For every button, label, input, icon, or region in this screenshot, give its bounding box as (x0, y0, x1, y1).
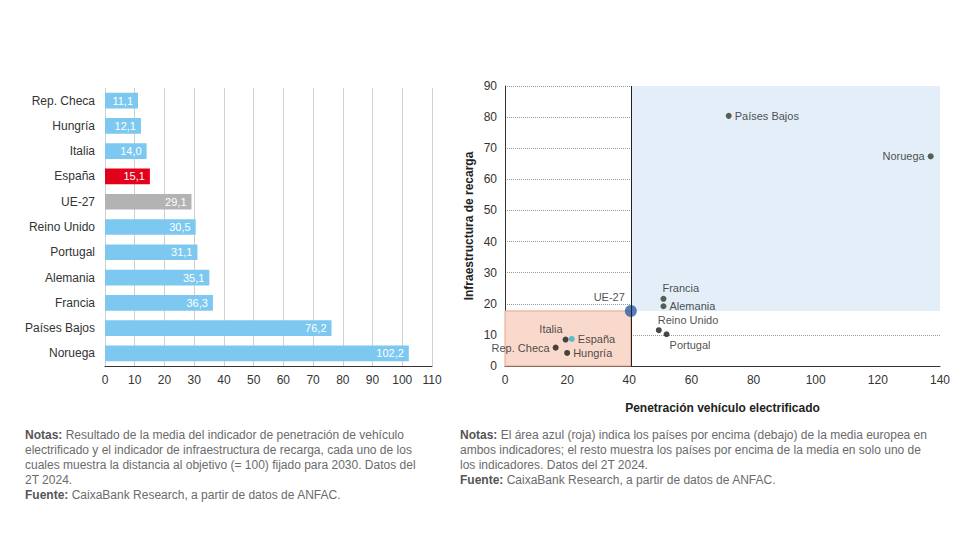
svg-text:36,3: 36,3 (186, 297, 207, 309)
svg-text:Noruega: Noruega (882, 150, 925, 162)
svg-text:0: 0 (490, 359, 497, 373)
svg-text:Países Bajos: Países Bajos (735, 110, 800, 122)
svg-text:30: 30 (188, 373, 202, 387)
svg-text:0: 0 (502, 373, 509, 387)
svg-text:12,1: 12,1 (115, 120, 136, 132)
svg-text:Alemania: Alemania (45, 271, 95, 285)
svg-text:Infraestructura de recarga: Infraestructura de recarga (462, 151, 476, 300)
svg-text:20: 20 (560, 373, 574, 387)
svg-text:Italia: Italia (539, 323, 563, 335)
html-text:Fuente: CaixaBank Research, a: Fuente: CaixaBank Research, a partir de … (25, 488, 341, 502)
svg-text:Rep. Checa: Rep. Checa (32, 94, 96, 108)
svg-text:120: 120 (868, 373, 888, 387)
svg-text:50: 50 (247, 373, 261, 387)
svg-text:Francia: Francia (55, 296, 95, 310)
svg-text:11,1: 11,1 (112, 95, 133, 107)
svg-text:60: 60 (484, 172, 498, 186)
svg-text:UE-27: UE-27 (594, 291, 625, 303)
svg-text:Reino Unido: Reino Unido (29, 220, 95, 234)
svg-text:110: 110 (422, 373, 441, 387)
html-text:Notas: Resultado de la media d: Notas: Resultado de la media del indicad… (25, 428, 416, 487)
svg-text:Noruega: Noruega (49, 346, 95, 360)
svg-text:60: 60 (277, 373, 291, 387)
svg-text:90: 90 (484, 79, 498, 93)
svg-text:70: 70 (306, 373, 320, 387)
svg-text:80: 80 (484, 110, 498, 124)
svg-text:Portugal: Portugal (670, 339, 711, 351)
svg-text:40: 40 (623, 373, 637, 387)
svg-text:102,2: 102,2 (376, 347, 404, 359)
svg-text:140: 140 (930, 373, 950, 387)
svg-text:UE-27: UE-27 (61, 195, 95, 209)
svg-text:35,1: 35,1 (183, 272, 204, 284)
svg-text:Penetración vehículo electrifi: Penetración vehículo electrificado (625, 401, 820, 415)
svg-text:100: 100 (806, 373, 826, 387)
svg-text:Reino Unido: Reino Unido (658, 314, 719, 326)
svg-text:40: 40 (484, 235, 498, 249)
svg-text:20: 20 (484, 297, 498, 311)
svg-text:80: 80 (336, 373, 350, 387)
svg-text:20: 20 (158, 373, 172, 387)
svg-text:60: 60 (685, 373, 699, 387)
svg-text:100: 100 (392, 373, 412, 387)
svg-text:31,1: 31,1 (171, 246, 192, 258)
svg-text:70: 70 (484, 141, 498, 155)
svg-text:14,0: 14,0 (120, 145, 141, 157)
svg-text:Alemania: Alemania (669, 300, 716, 312)
svg-text:30,5: 30,5 (169, 221, 190, 233)
svg-text:España: España (578, 333, 616, 345)
svg-text:76,2: 76,2 (305, 322, 326, 334)
html-text:Fuente: CaixaBank Research, a: Fuente: CaixaBank Research, a partir de … (460, 473, 776, 487)
svg-text:Hungría: Hungría (52, 119, 95, 133)
svg-text:15,1: 15,1 (123, 170, 144, 182)
svg-text:España: España (54, 169, 95, 183)
svg-text:Hungría: Hungría (573, 347, 613, 359)
svg-text:50: 50 (484, 203, 498, 217)
svg-text:10: 10 (484, 328, 498, 342)
svg-text:Italia: Italia (70, 144, 96, 158)
svg-text:30: 30 (484, 266, 498, 280)
svg-text:Francia: Francia (662, 282, 700, 294)
svg-text:80: 80 (747, 373, 761, 387)
svg-text:Países Bajos: Países Bajos (25, 321, 95, 335)
svg-text:Portugal: Portugal (50, 245, 95, 259)
svg-text:Rep. Checa: Rep. Checa (492, 342, 551, 354)
svg-text:10: 10 (128, 373, 142, 387)
svg-text:29,1: 29,1 (165, 196, 186, 208)
html-text:Notas: El área azul (roja) ind: Notas: El área azul (roja) indica los pa… (460, 428, 927, 472)
svg-text:90: 90 (366, 373, 380, 387)
svg-text:40: 40 (217, 373, 231, 387)
svg-text:0: 0 (102, 373, 109, 387)
